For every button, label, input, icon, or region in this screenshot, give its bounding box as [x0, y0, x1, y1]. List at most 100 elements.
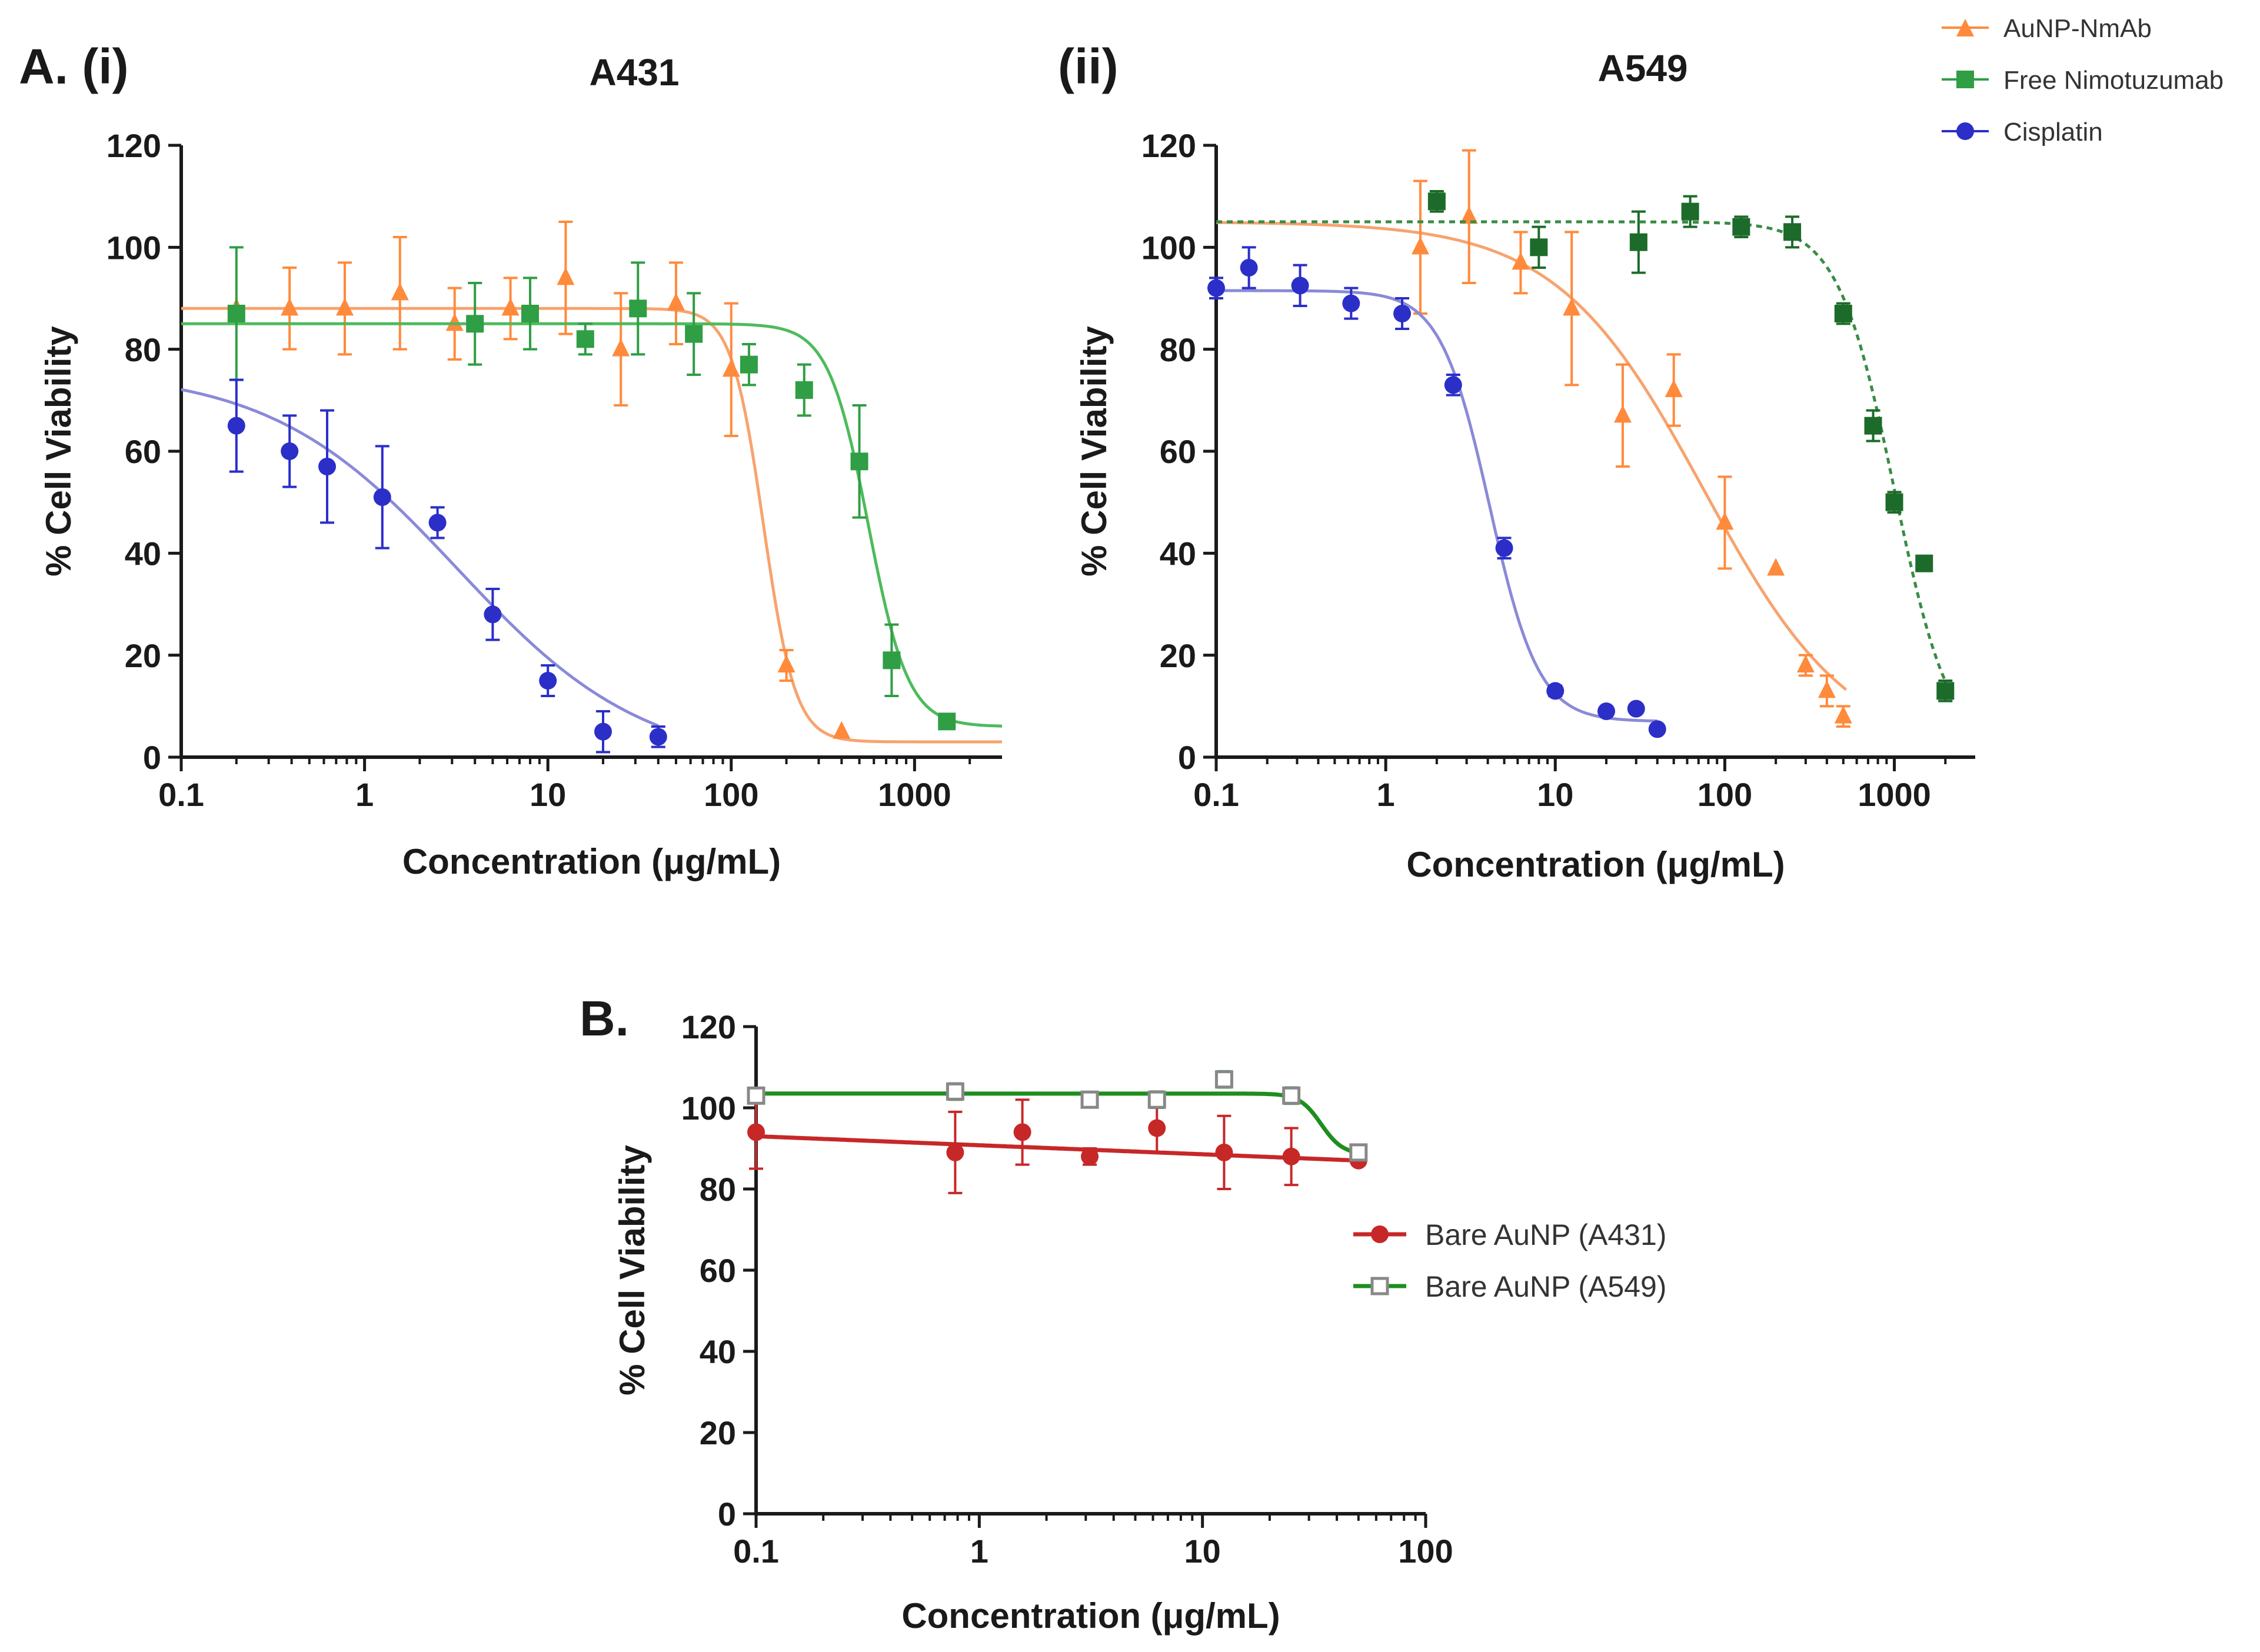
x-tick-label: 100: [1398, 1533, 1453, 1570]
data-point: [1393, 305, 1412, 322]
y-tick-label: 40: [700, 1333, 736, 1370]
data-point: [747, 1123, 765, 1141]
data-point: [1148, 1119, 1166, 1137]
data-point: [1081, 1147, 1099, 1165]
y-tick-label: 80: [1160, 331, 1196, 368]
data-point: [318, 458, 336, 475]
data-point: [281, 298, 299, 316]
data-point: [1427, 192, 1446, 211]
panel-label-a2: (ii): [1058, 39, 1119, 94]
y-tick-label: 80: [700, 1171, 736, 1208]
data-point: [428, 514, 447, 532]
legend-marker: [1956, 71, 1974, 88]
legend-marker: [1370, 1277, 1389, 1295]
data-point: [1716, 512, 1734, 530]
fit-curve-bare-aunp-a431-: [755, 1134, 1359, 1163]
x-tick-label: 10: [530, 776, 566, 813]
data-point: [946, 1143, 964, 1161]
data-point: [649, 728, 667, 746]
data-point: [1495, 539, 1513, 557]
y-tick-label: 80: [125, 331, 161, 368]
data-point: [938, 712, 956, 731]
chart-a431: 0 20 40 60 80 100 120 0.1 1 10 100 1000 A431 Concentr…: [39, 51, 1003, 881]
x-tick-label: 1: [355, 776, 374, 813]
chart-title: A431: [590, 51, 680, 94]
data-point: [1411, 237, 1429, 255]
data-point: [227, 417, 245, 435]
legend-label: Bare AuNP (A549): [1425, 1270, 1666, 1303]
data-point: [667, 292, 685, 311]
data-point: [1291, 277, 1309, 295]
data-point: [1444, 376, 1462, 394]
y-tick-label: 100: [1141, 229, 1196, 266]
data-point: [1818, 680, 1836, 698]
x-tick-label: 100: [1698, 776, 1752, 813]
legend-marker: [1956, 122, 1974, 140]
fit-curve-bare-aunp-a549-: [756, 1091, 1359, 1155]
legend-label: Free Nimotuzumab: [2003, 66, 2224, 95]
y-tick-label: 60: [125, 433, 161, 470]
x-axis-label: Concentration (μg/mL): [402, 842, 781, 881]
data-point: [740, 355, 758, 374]
data-point: [539, 672, 557, 690]
y-tick-label: 100: [681, 1090, 736, 1127]
data-point: [373, 488, 391, 506]
chart-title: A549: [1598, 47, 1688, 89]
y-tick-label: 60: [1160, 433, 1196, 470]
y-tick-label: 100: [106, 229, 161, 266]
data-point: [629, 299, 647, 318]
data-point: [501, 298, 520, 316]
panel-label-b: B.: [580, 991, 629, 1046]
chart-a549: 0 20 40 60 80 100 120 0.1 1 10 100 1000 A549 Concentr…: [1074, 47, 1975, 884]
data-point: [1530, 238, 1548, 257]
panel-label-a: A. (i): [19, 39, 129, 94]
y-axis-label: % Cell Viability: [39, 326, 78, 577]
chart-bare: 0 20 40 60 80 100 120 0.1 1 10 100 Concentration (μ…: [613, 1008, 1453, 1636]
x-tick-label: 10: [1184, 1533, 1221, 1570]
data-point: [335, 298, 354, 316]
data-point: [445, 313, 464, 331]
fit-curve-cisplatin: [1216, 289, 1657, 722]
data-point: [281, 442, 299, 460]
data-point: [576, 330, 594, 348]
data-point: [1834, 305, 1852, 322]
y-tick-label: 60: [700, 1252, 736, 1289]
data-point: [1864, 417, 1882, 435]
data-point: [484, 605, 502, 624]
data-point: [1936, 682, 1955, 700]
legend-label: Cisplatin: [2003, 118, 2103, 146]
y-tick-label: 0: [143, 739, 161, 776]
x-tick-label: 1000: [1858, 776, 1931, 813]
data-point: [1629, 233, 1647, 251]
fit-curve-cisplatin: [181, 388, 659, 727]
legend-label: AuNP-NmAb: [2003, 14, 2152, 43]
data-point: [1342, 294, 1360, 312]
fit-curve-free-nimotuzumab: [181, 322, 1003, 728]
y-tick-label: 0: [1178, 739, 1196, 776]
data-point: [1207, 279, 1225, 297]
legend-label: Bare AuNP (A431): [1425, 1218, 1666, 1251]
data-point: [1546, 682, 1565, 700]
data-point: [1613, 405, 1632, 423]
data-point: [1627, 700, 1645, 718]
legend-marker: [1371, 1225, 1389, 1243]
y-axis-label: % Cell Viability: [613, 1145, 652, 1395]
data-point: [1349, 1143, 1368, 1162]
y-axis-label: % Cell Viability: [1074, 326, 1114, 577]
data-point: [557, 267, 575, 285]
data-point: [722, 359, 740, 377]
x-tick-label: 0.1: [733, 1533, 779, 1570]
data-point: [1597, 702, 1615, 720]
y-tick-label: 20: [1160, 637, 1196, 674]
data-point: [521, 305, 539, 322]
data-point: [1915, 554, 1933, 572]
data-point: [833, 721, 851, 739]
data-point: [1512, 252, 1530, 270]
y-tick-label: 20: [125, 637, 161, 674]
data-point: [1147, 1090, 1166, 1109]
fit-curve-aunp-nmab: [181, 307, 1002, 744]
data-point: [1215, 1143, 1233, 1161]
x-tick-label: 10: [1537, 776, 1573, 813]
x-tick-label: 1000: [878, 776, 951, 813]
data-point: [685, 325, 703, 343]
